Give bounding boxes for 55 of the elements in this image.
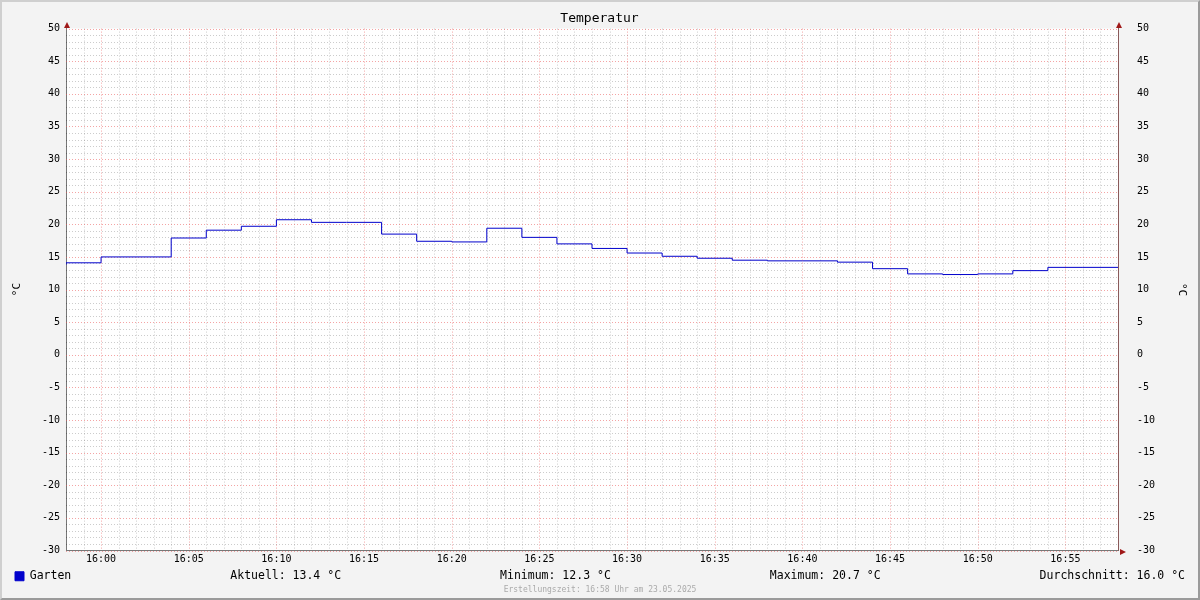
x-tick-label: 16:55 xyxy=(1050,553,1081,565)
y-tick-label: -30 xyxy=(41,544,60,556)
text: Durchschnitt: 16.0 °C xyxy=(1039,568,1186,583)
y2-tick-label: 0 xyxy=(1137,348,1144,360)
y-tick-label: 20 xyxy=(47,217,60,229)
y-tick-label: -25 xyxy=(41,511,60,523)
y2-tick-label: 25 xyxy=(1137,185,1150,197)
y-tick-label: 35 xyxy=(47,120,60,132)
y2-tick-label: 20 xyxy=(1137,217,1150,229)
chart-title: Temperatur xyxy=(560,10,639,26)
x-tick-label: 16:10 xyxy=(261,553,292,565)
y2-tick-label: 35 xyxy=(1137,120,1150,132)
x-tick-label: 16:25 xyxy=(524,553,555,565)
x-tick-label: 16:45 xyxy=(875,553,906,565)
text: Maximum: 20.7 °C xyxy=(769,568,881,583)
y-tick-label: 25 xyxy=(47,185,60,197)
text: Aktuell: 13.4 °C xyxy=(230,568,342,583)
y-axis-title: °C xyxy=(10,282,24,297)
y-tick-label: 30 xyxy=(47,152,60,164)
text: Minimum: 12.3 °C xyxy=(500,568,611,583)
y2-tick-label: 5 xyxy=(1137,315,1144,327)
x-tick-label: 16:30 xyxy=(612,553,643,565)
y2-tick-label: 10 xyxy=(1137,283,1150,295)
y-tick-label: 5 xyxy=(53,315,60,327)
y-tick-label: 15 xyxy=(47,250,60,262)
y-tick-label: -5 xyxy=(47,381,60,392)
y2-tick-label: -5 xyxy=(1137,381,1150,392)
y2-tick-label: -20 xyxy=(1137,478,1156,490)
y2-axis-title: °C xyxy=(1175,282,1189,297)
x-tick-label: 16:15 xyxy=(349,553,380,565)
y2-tick-label: -30 xyxy=(1137,544,1156,556)
text: Erstellungszeit: 16:58 Uhr am 23.05.2025 xyxy=(503,585,697,595)
y2-tick-label: 45 xyxy=(1137,54,1150,66)
y2-tick-label: 40 xyxy=(1137,87,1150,99)
x-tick-label: 16:40 xyxy=(787,553,818,565)
x-tick-label: 16:05 xyxy=(173,553,204,565)
y2-tick-label: 50 xyxy=(1137,22,1150,34)
x-tick-label: 16:00 xyxy=(86,553,117,565)
y-tick-label: -10 xyxy=(41,413,60,425)
y-tick-label: 40 xyxy=(47,87,60,99)
x-tick-label: 16:20 xyxy=(436,553,467,565)
y-tick-label: 10 xyxy=(47,283,60,295)
legend-label: Garten xyxy=(29,568,72,583)
y2-tick-label: -10 xyxy=(1137,413,1156,425)
y-tick-label: 0 xyxy=(53,348,60,360)
y2-tick-label: -15 xyxy=(1137,446,1156,458)
y-tick-label: 45 xyxy=(47,54,60,66)
y2-tick-label: 15 xyxy=(1137,250,1150,262)
x-tick-label: 16:50 xyxy=(962,553,993,565)
y-tick-label: -20 xyxy=(41,478,60,490)
x-tick-label: 16:35 xyxy=(699,553,730,565)
y-tick-label: -15 xyxy=(41,446,60,458)
y2-tick-label: -25 xyxy=(1137,511,1156,523)
y-tick-label: 50 xyxy=(47,22,60,34)
y2-tick-label: 30 xyxy=(1137,152,1150,164)
